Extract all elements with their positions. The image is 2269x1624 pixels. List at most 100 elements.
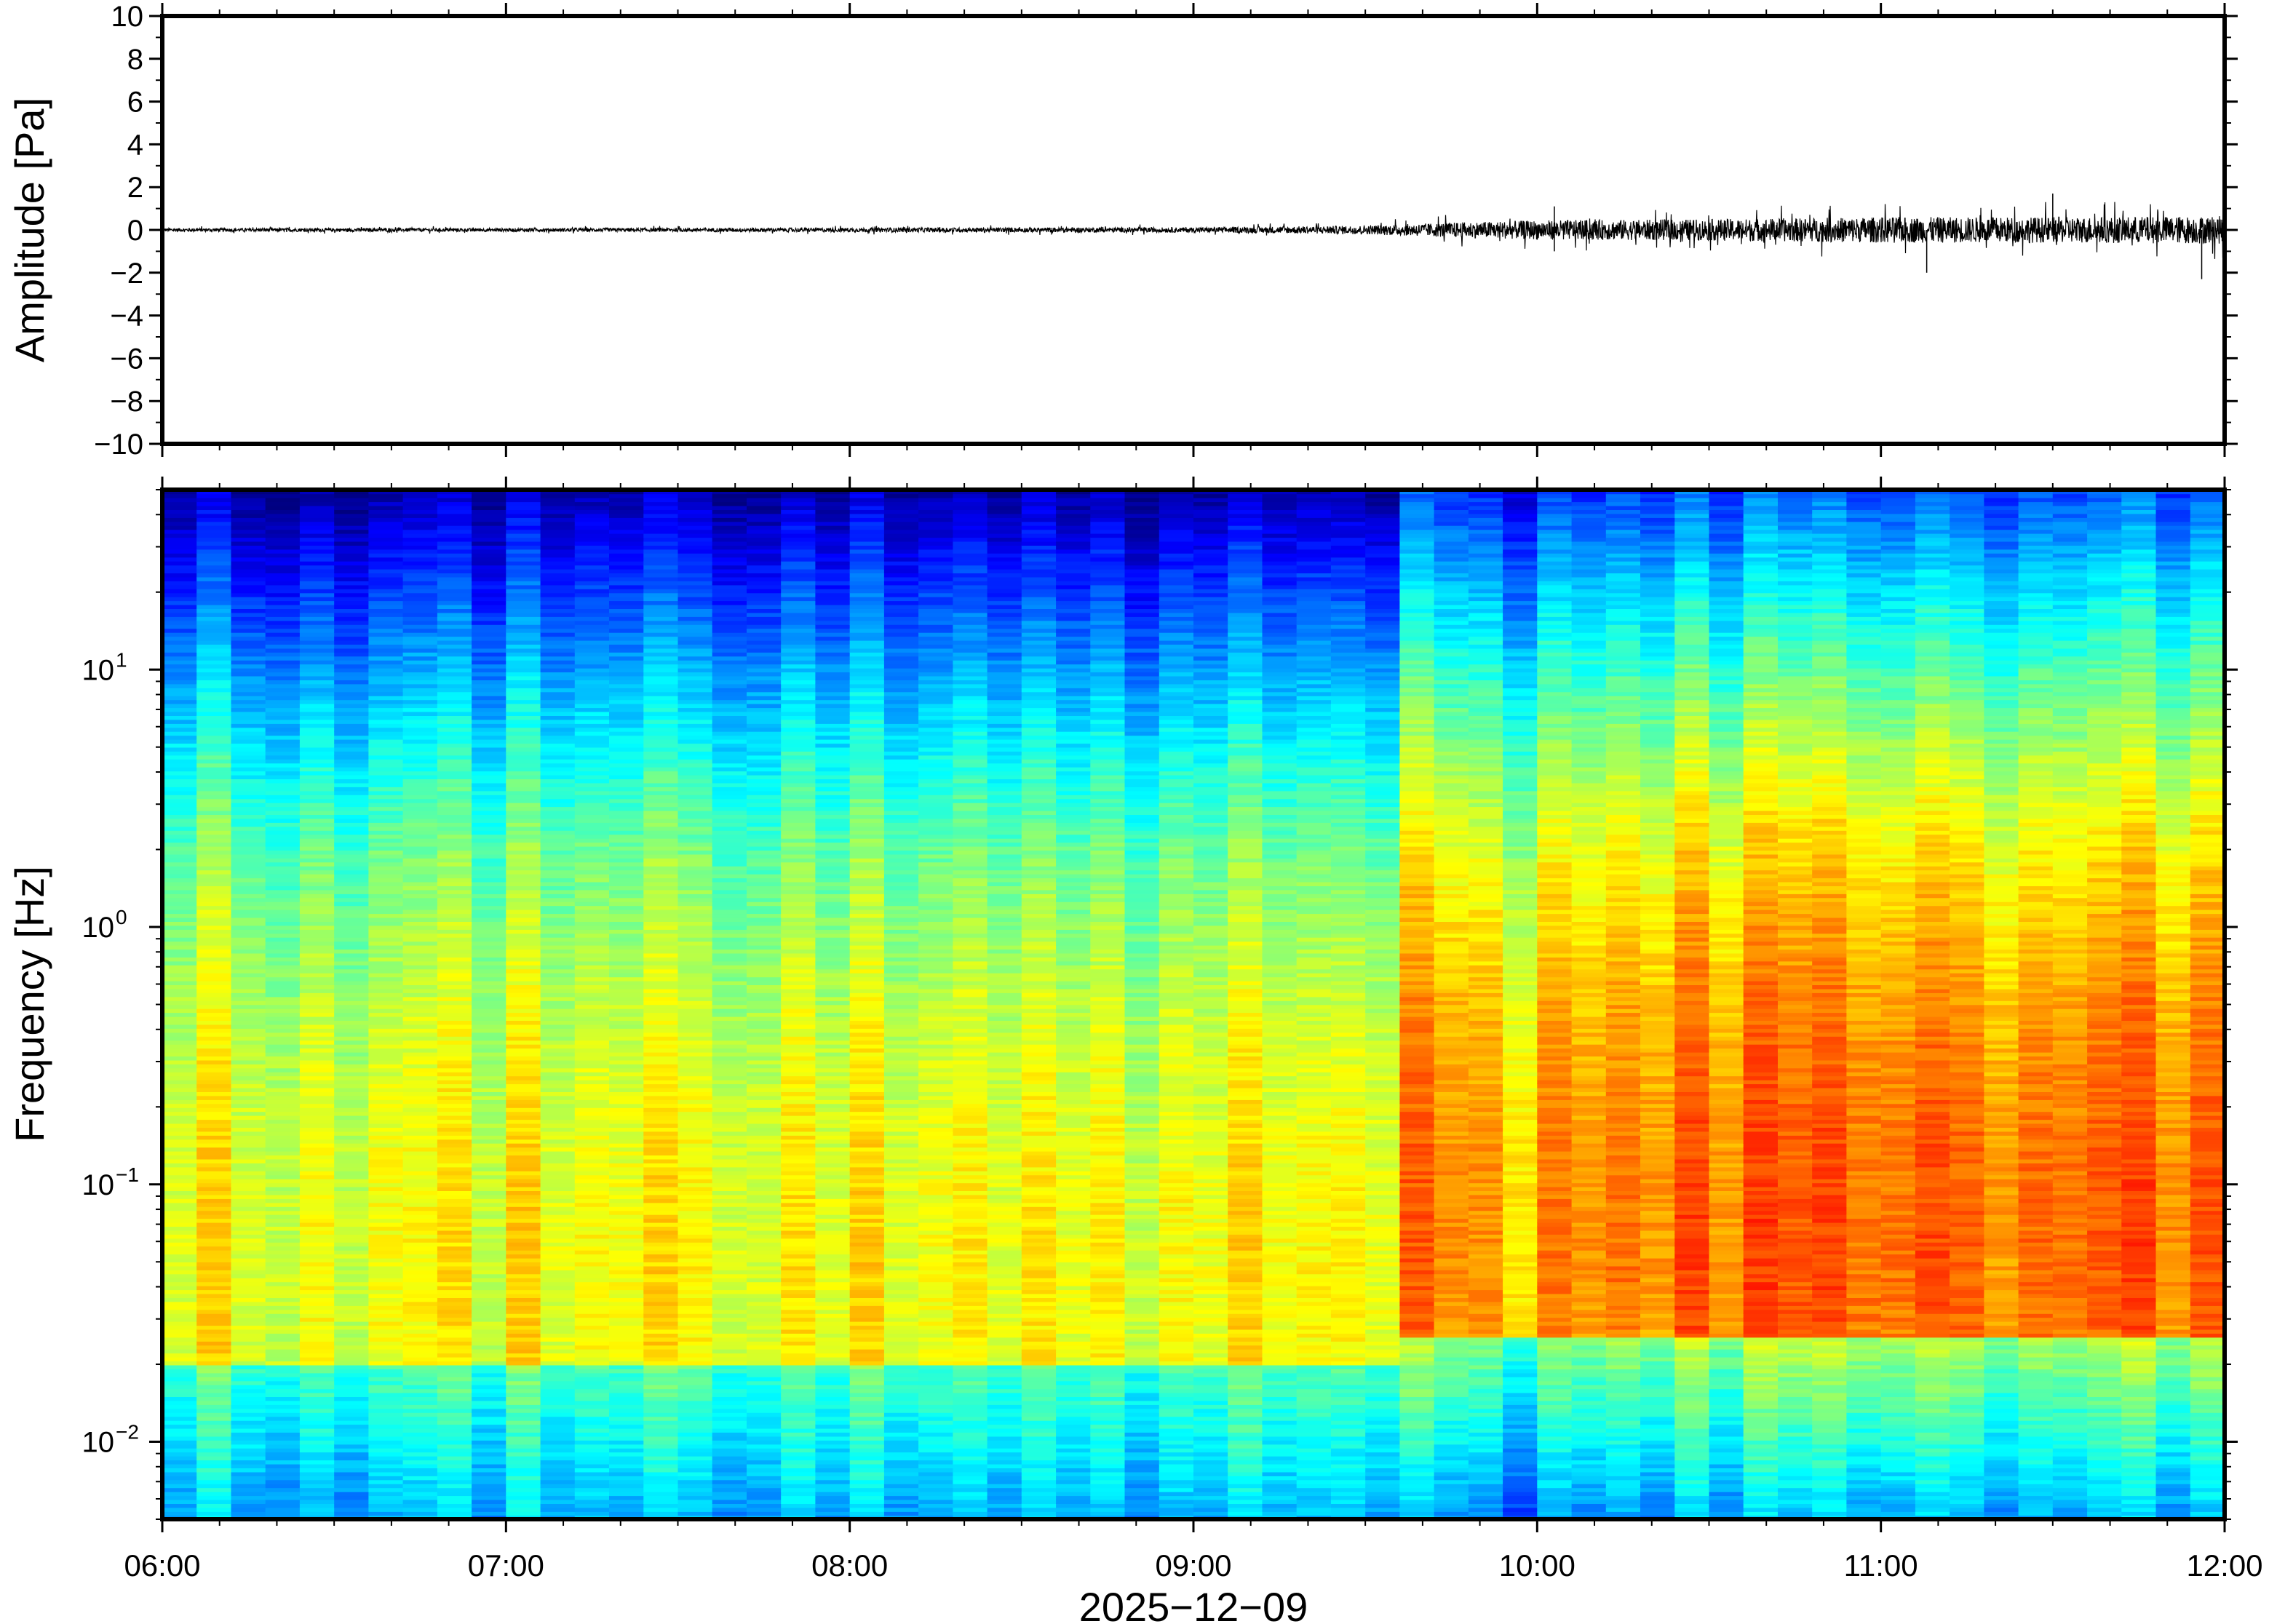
spectrogram-cell xyxy=(231,739,266,744)
spectrogram-cell xyxy=(368,632,404,637)
spectrogram-cell xyxy=(265,845,301,851)
spectrogram-cell xyxy=(368,620,404,625)
spectrogram-cell xyxy=(162,573,197,578)
spectrogram-cell xyxy=(299,565,335,570)
spectrogram-cell xyxy=(196,1309,232,1314)
spectrogram-cell xyxy=(609,1048,644,1053)
spectrogram-cell xyxy=(712,1448,747,1453)
spectrogram-cell xyxy=(609,1289,644,1294)
spectrogram-cell xyxy=(196,696,232,701)
spectrogram-cell xyxy=(402,1487,438,1492)
spectrogram-cell xyxy=(506,1432,541,1437)
spectrogram-cell xyxy=(265,1257,301,1262)
spectrogram-cell xyxy=(231,1377,266,1382)
spectrogram-cell xyxy=(609,1218,644,1223)
spectrogram-cell xyxy=(196,604,232,609)
spectrogram-cell xyxy=(472,1491,507,1497)
spectrogram-cell xyxy=(196,561,232,566)
spectrogram-cell xyxy=(402,771,438,776)
spectrogram-cell xyxy=(781,1139,816,1144)
spectrogram-cell xyxy=(299,1202,335,1207)
spectrogram-cell xyxy=(747,1479,782,1484)
spectrogram-cell xyxy=(540,842,576,847)
spectrogram-cell xyxy=(506,1257,541,1262)
spectrogram-cell xyxy=(368,837,404,843)
spectrogram-cell xyxy=(231,683,266,688)
spectrogram-cell xyxy=(472,1364,507,1369)
spectrogram-cell xyxy=(299,1511,335,1516)
spectrogram-cell xyxy=(506,1293,541,1298)
spectrogram-cell xyxy=(402,1155,438,1160)
spectrogram-cell xyxy=(781,1222,816,1227)
spectrogram-cell xyxy=(643,1262,679,1267)
spectrogram-cell xyxy=(299,557,335,562)
spectrogram-cell xyxy=(299,901,335,907)
spectrogram-cell xyxy=(472,1305,507,1310)
spectrogram-cell xyxy=(162,881,197,886)
spectrogram-cell xyxy=(472,877,507,883)
spectrogram-cell xyxy=(334,1246,370,1251)
spectrogram-cell xyxy=(299,980,335,985)
spectrogram-cell xyxy=(781,1048,816,1053)
spectrogram-cell xyxy=(162,1249,197,1255)
spectrogram-cell xyxy=(574,790,610,795)
spectrogram-cell xyxy=(712,1436,747,1441)
spectrogram-cell xyxy=(574,1254,610,1259)
spectrogram-cell xyxy=(162,806,197,811)
spectrogram-cell xyxy=(162,1297,197,1302)
spectrogram-cell xyxy=(712,711,747,716)
spectrogram-cell xyxy=(196,497,232,503)
spectrogram-cell xyxy=(162,944,197,950)
spectrogram-cell xyxy=(402,1254,438,1259)
spectrogram-cell xyxy=(540,1404,576,1409)
spectrogram-cell xyxy=(196,992,232,998)
spectrogram-cell xyxy=(368,1139,404,1144)
spectrogram-cell xyxy=(265,691,301,696)
spectrogram-cell xyxy=(643,901,679,907)
spectrogram-cell xyxy=(677,509,713,514)
spectrogram-cell xyxy=(609,1135,644,1140)
spectrogram-cell xyxy=(368,715,404,720)
spectrogram-cell xyxy=(437,568,472,573)
spectrogram-cell xyxy=(437,505,472,510)
spectrogram-cell xyxy=(472,592,507,597)
spectrogram-cell xyxy=(437,1048,472,1053)
spectrogram-cell xyxy=(609,1396,644,1401)
spectrogram-cell xyxy=(368,992,404,998)
spectrogram-cell xyxy=(231,1353,266,1358)
spectrogram-cell xyxy=(472,735,507,740)
spectrogram-cell xyxy=(299,1257,335,1262)
spectrogram-cell xyxy=(334,660,370,665)
spectrogram-cell xyxy=(574,877,610,883)
spectrogram-cell xyxy=(712,1056,747,1061)
spectrogram-cell xyxy=(609,1179,644,1184)
spectrogram-cell xyxy=(437,1190,472,1195)
spectrogram-cell xyxy=(712,612,747,617)
spectrogram-cell xyxy=(643,1257,679,1262)
spectrogram-cell xyxy=(540,1432,576,1437)
spectrogram-cell xyxy=(402,743,438,748)
spectrogram-cell xyxy=(368,1107,404,1112)
spectrogram-cell xyxy=(437,973,472,978)
spectrogram-cell xyxy=(472,1289,507,1294)
spectrogram-cell xyxy=(368,675,404,680)
spectrogram-cell xyxy=(196,837,232,843)
spectrogram-cell xyxy=(677,1345,713,1350)
spectrogram-cell xyxy=(437,648,472,653)
spectrogram-cell xyxy=(540,1491,576,1497)
spectrogram-cell xyxy=(506,1313,541,1318)
spectrogram-cell xyxy=(506,723,541,728)
spectrogram-cell xyxy=(162,1064,197,1069)
spectrogram-cell xyxy=(368,1008,404,1014)
spectrogram-cell xyxy=(368,1471,404,1476)
spectrogram-cell xyxy=(402,1059,438,1064)
spectrogram-cell xyxy=(472,850,507,855)
spectrogram-cell xyxy=(747,1511,782,1516)
spectrogram-cell xyxy=(540,1369,576,1374)
spectrogram-cell xyxy=(402,719,438,724)
spectrogram-cell xyxy=(472,992,507,998)
spectrogram-cell xyxy=(506,1289,541,1294)
spectrogram-cell xyxy=(334,1099,370,1104)
spectrogram-cell xyxy=(574,1171,610,1176)
spectrogram-cell xyxy=(437,1356,472,1362)
